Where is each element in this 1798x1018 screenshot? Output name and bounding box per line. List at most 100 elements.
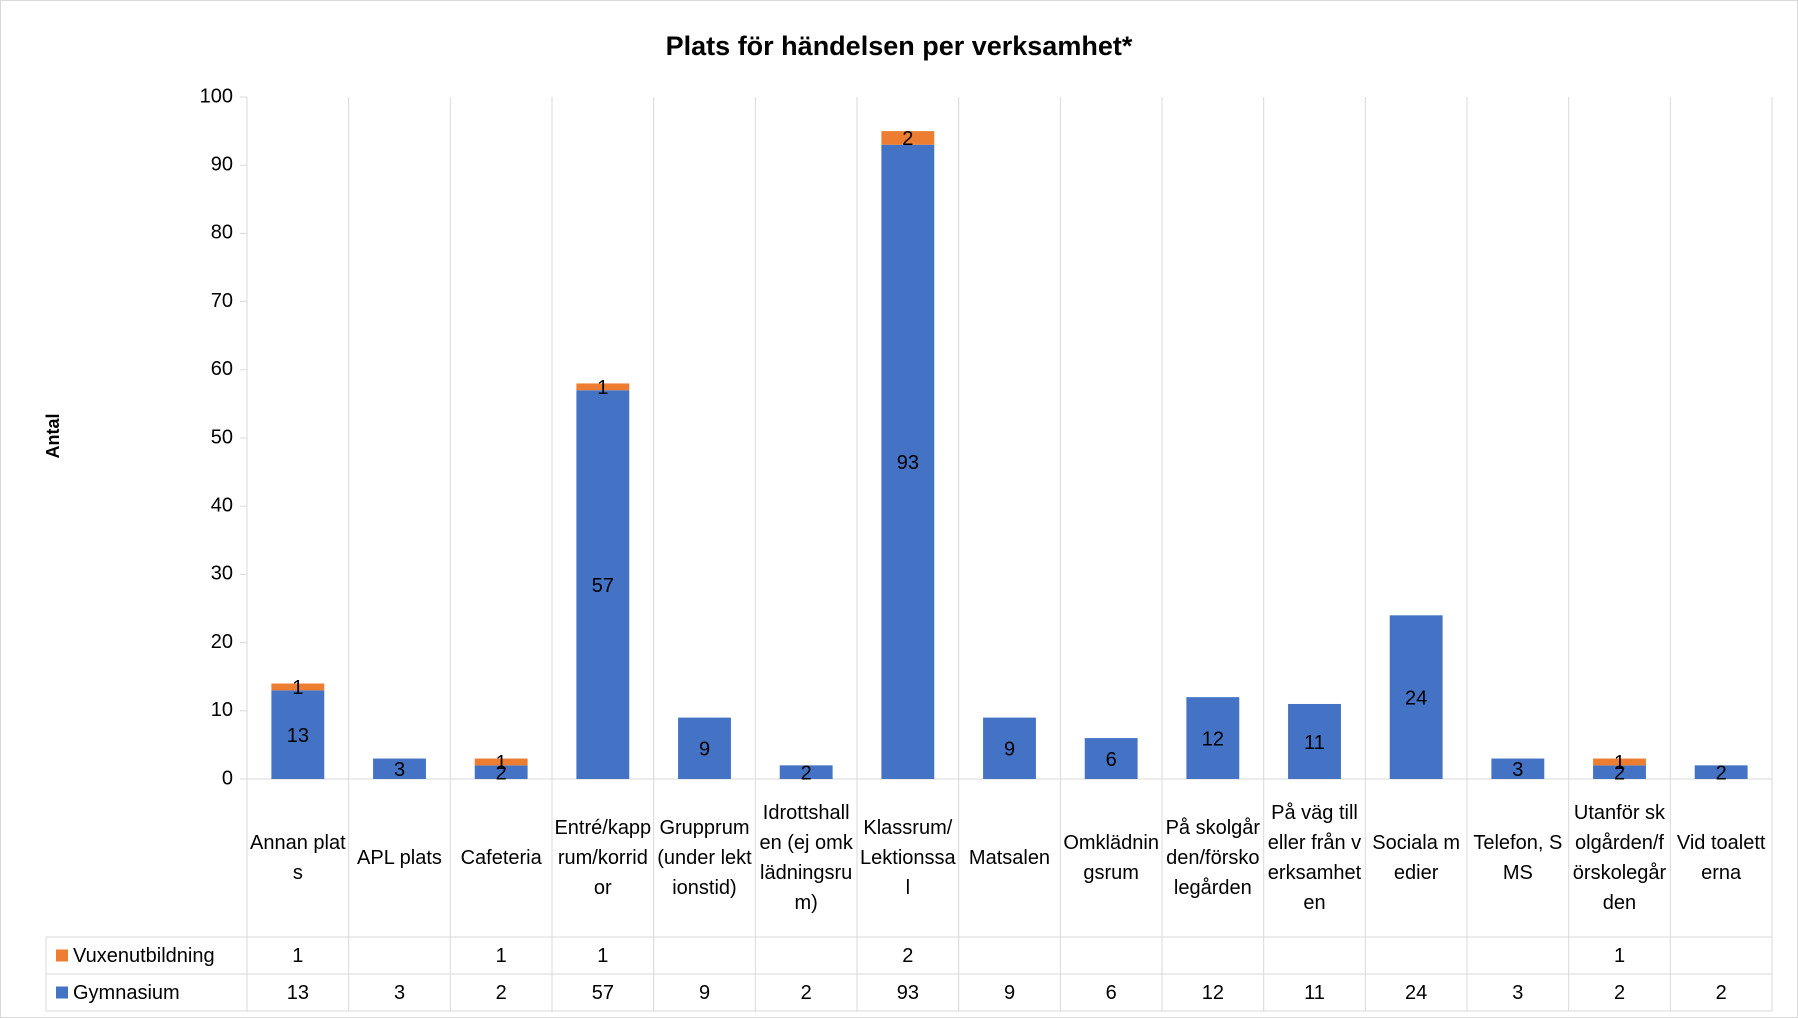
bar-segment: [576, 383, 630, 391]
legend-label: Gymnasium: [73, 982, 180, 1004]
data-label: 9: [699, 739, 710, 761]
x-category-box: Matsalen: [969, 847, 1050, 869]
x-tick-label: Vid toaletterna: [1676, 832, 1766, 884]
x-category-box: På skolgården/förskolegården: [1165, 817, 1261, 899]
data-label: 2: [1614, 762, 1625, 784]
data-label: 2: [801, 762, 812, 784]
data-label: 2: [496, 762, 507, 784]
x-tick-label: Omklädningsrum: [1063, 832, 1159, 884]
data-label: 24: [1405, 687, 1427, 709]
bar-segment: [1593, 765, 1646, 779]
bar-segment: [474, 765, 528, 779]
bar-segment: [1186, 697, 1240, 779]
data-label: 57: [592, 575, 614, 597]
x-tick-label: Klassrum/Lektionssal: [860, 817, 956, 899]
x-category-box: Telefon, SMS: [1473, 832, 1563, 884]
x-category-box: Annan plats: [250, 832, 346, 884]
table-cell: 1: [1614, 945, 1625, 967]
bar-segment: [1593, 758, 1646, 766]
bar-segment: [474, 758, 528, 766]
table-cell: 1: [597, 945, 608, 967]
bar-segment: [779, 765, 833, 779]
x-tick-label: Utanför skolgården/förskolegården: [1572, 802, 1667, 914]
y-tick-label: 70: [211, 290, 233, 312]
bar-segment: [881, 131, 935, 145]
bar-segment: [1694, 765, 1748, 779]
y-tick-label: 90: [211, 153, 233, 175]
chart-title: Plats för händelsen per verksamhet*: [666, 31, 1133, 61]
x-category-box: Entré/kapprum/korridor: [554, 817, 652, 899]
table-cell: 2: [902, 945, 913, 967]
x-tick-label: Telefon, SMS: [1473, 832, 1563, 884]
x-category-box: Cafeteria: [460, 847, 542, 869]
x-category-box: Sociala medier: [1372, 832, 1461, 884]
data-label: 3: [1512, 759, 1523, 781]
data-label: 1: [1614, 752, 1625, 774]
y-tick-label: 20: [211, 631, 233, 653]
y-tick-label: 40: [211, 494, 233, 516]
x-category-box: APL plats: [357, 847, 442, 869]
data-label: 13: [287, 725, 309, 747]
y-tick-label: 60: [211, 358, 233, 380]
table-cell: 9: [699, 982, 710, 1004]
y-tick-label: 30: [211, 563, 233, 585]
table-cell: 6: [1106, 982, 1117, 1004]
table-cell: 57: [592, 982, 614, 1004]
x-category-box: Idrottshallen (ej omklädningsrum): [759, 802, 853, 914]
table-cell: 9: [1004, 982, 1015, 1004]
table-cell: 3: [1512, 982, 1523, 1004]
table-cell: 24: [1405, 982, 1427, 1004]
table-cell: 2: [801, 982, 812, 1004]
data-label: 2: [902, 128, 913, 150]
table-cell: 11: [1304, 982, 1325, 1004]
bar-segment: [983, 717, 1036, 779]
bar-segment: [271, 690, 325, 779]
data-label: 1: [597, 377, 608, 399]
x-tick-label: Entré/kapprum/korridor: [554, 817, 652, 899]
y-tick-label: 100: [200, 85, 233, 107]
bar-segment: [1491, 758, 1545, 779]
table-cell: 1: [292, 945, 303, 967]
table-cell: 2: [1614, 982, 1625, 1004]
x-tick-label: Sociala medier: [1372, 832, 1461, 884]
bar-segment: [1389, 615, 1443, 779]
x-tick-label: På väg till eller från verksamheten: [1267, 802, 1362, 914]
data-label: 93: [897, 452, 919, 474]
data-label: 12: [1202, 728, 1224, 750]
x-tick-label: På skolgården/förskolegården: [1165, 817, 1261, 899]
table-cell: 2: [1716, 982, 1727, 1004]
bar-segment: [881, 144, 935, 780]
y-tick-label: 0: [222, 767, 233, 789]
x-category-box: På väg till eller från verksamheten: [1267, 802, 1362, 914]
x-tick-label: Idrottshallen (ej omklädningsrum): [759, 802, 853, 914]
table-cell: 93: [897, 982, 919, 1004]
data-label: 2: [1716, 762, 1727, 784]
x-tick-label: Grupprum (under lektionstid): [657, 817, 752, 899]
x-tick-label: APL plats: [357, 847, 442, 869]
legend-swatch: [56, 949, 68, 962]
x-category-box: Klassrum/Lektionssal: [860, 817, 956, 899]
table-cell: 2: [496, 982, 507, 1004]
data-label: 11: [1304, 732, 1325, 754]
legend-label: Vuxenutbildning: [73, 945, 215, 967]
y-tick-label: 80: [211, 222, 233, 244]
x-category-box: Utanför skolgården/förskolegården: [1572, 802, 1667, 914]
table-cell: 12: [1202, 982, 1224, 1004]
bar-segment: [271, 683, 325, 691]
y-tick-label: 10: [211, 699, 233, 721]
legend-swatch: [56, 986, 68, 999]
data-label: 1: [496, 752, 507, 774]
table-cell: 3: [394, 982, 405, 1004]
x-category-box: Vid toaletterna: [1676, 832, 1766, 884]
bar-segment: [678, 717, 731, 779]
y-axis-label: Antal: [43, 414, 63, 459]
x-category-box: Grupprum (under lektionstid): [657, 817, 752, 899]
data-label: 1: [292, 677, 303, 699]
data-label: 3: [394, 759, 405, 781]
bar-segment: [373, 758, 426, 779]
bar-segment: [1288, 703, 1341, 779]
data-label: 6: [1106, 749, 1117, 771]
x-tick-label: Annan plats: [250, 832, 346, 884]
y-tick-label: 50: [211, 426, 233, 448]
x-tick-label: Cafeteria: [460, 847, 542, 869]
